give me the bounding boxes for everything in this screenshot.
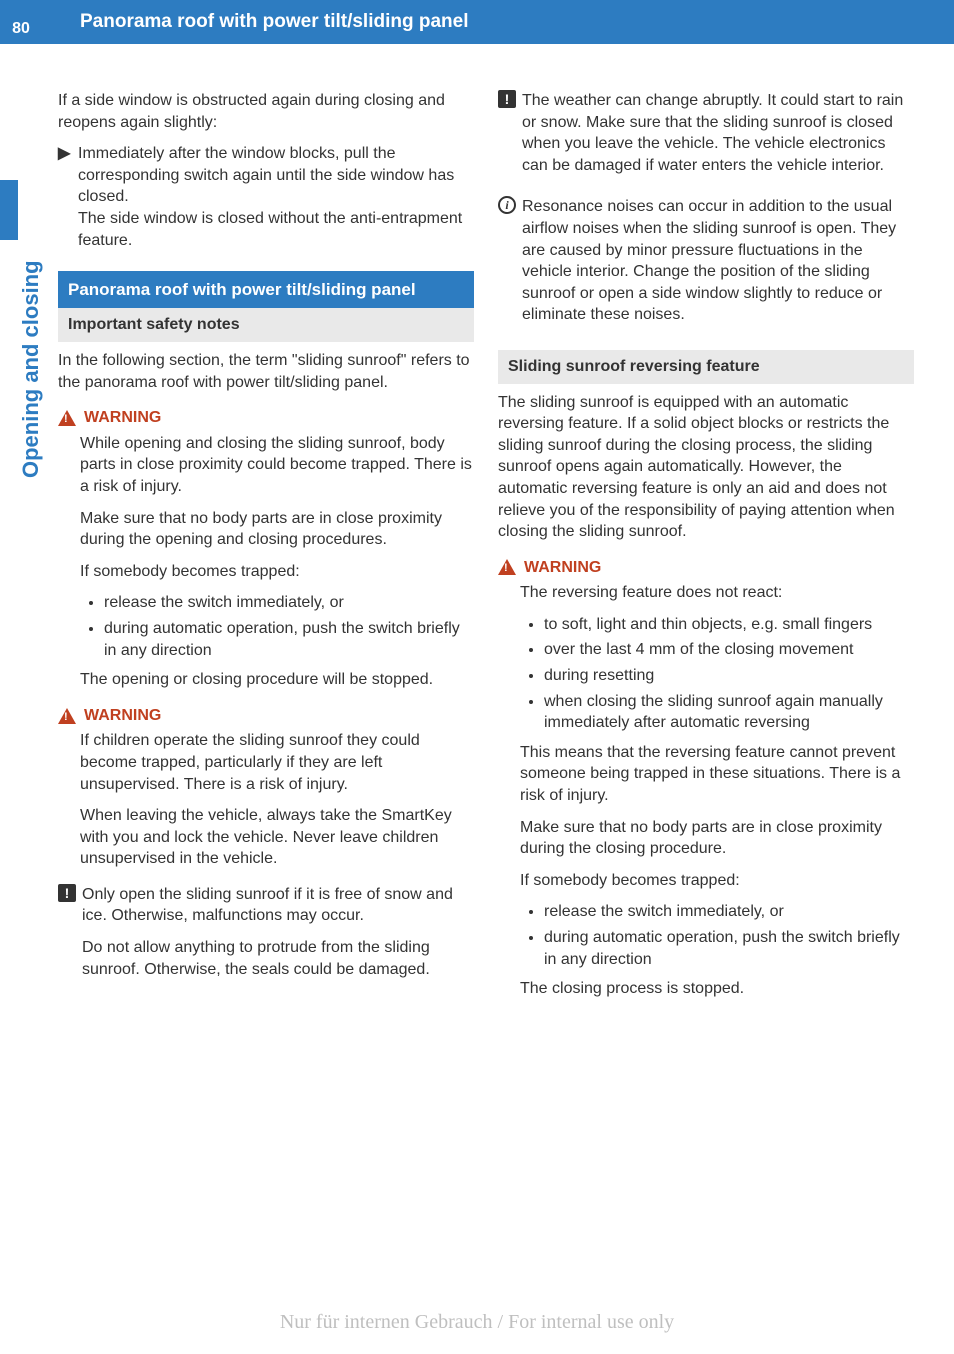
triangle-icon: ▶ <box>58 143 78 251</box>
note-text: Only open the sliding sunroof if it is f… <box>82 884 474 927</box>
info-text: Resonance noises can occur in addition t… <box>522 196 914 326</box>
note-text: Do not allow anything to protrude from t… <box>82 937 474 980</box>
list-item: during automatic operation, push the swi… <box>544 927 914 970</box>
exclamation-icon: ! <box>498 90 516 108</box>
sub-heading: Important safety notes <box>58 308 474 342</box>
warning-text: Make sure that no body parts are in clos… <box>80 508 474 551</box>
header-title: Panorama roof with power tilt/sliding pa… <box>0 0 954 44</box>
list-item: when closing the sliding sunroof again m… <box>544 691 914 734</box>
sub-heading: Sliding sunroof reversing feature <box>498 350 914 384</box>
section-heading: Panorama roof with power tilt/sliding pa… <box>58 271 474 308</box>
warning-icon <box>498 559 516 575</box>
bullet-text: Immediately after the window blocks, pul… <box>78 145 454 205</box>
page-number: 80 <box>0 14 42 44</box>
footer-watermark: Nur für internen Gebrauch / For internal… <box>0 1311 954 1334</box>
warning-label: WARNING <box>84 407 161 429</box>
warning-label: WARNING <box>524 557 601 579</box>
warning-text: If somebody becomes trapped: <box>520 870 914 892</box>
warning-text: The reversing feature does not react: <box>520 582 914 604</box>
warning-text: While opening and closing the sliding su… <box>80 433 474 498</box>
warning-text: If children operate the sliding sunroof … <box>80 730 474 795</box>
list-item: during automatic operation, push the swi… <box>104 618 474 661</box>
left-column: If a side window is obstructed again dur… <box>58 90 474 1010</box>
important-note: ! The weather can change abruptly. It co… <box>498 90 914 186</box>
warning-text: Make sure that no body parts are in clos… <box>520 817 914 860</box>
action-bullet: ▶ Immediately after the window blocks, p… <box>58 143 474 251</box>
right-column: ! The weather can change abruptly. It co… <box>498 90 914 1010</box>
exclamation-icon: ! <box>58 884 76 902</box>
intro-text: If a side window is obstructed again dur… <box>58 90 474 133</box>
warning-text: If somebody becomes trapped: <box>80 561 474 583</box>
warning-text: This means that the reversing feature ca… <box>520 742 914 807</box>
warning-icon <box>58 410 76 426</box>
warning-heading: WARNING <box>58 705 474 727</box>
info-note: i Resonance noises can occur in addition… <box>498 196 914 336</box>
list-item: to soft, light and thin objects, e.g. sm… <box>544 614 914 636</box>
warning-heading: WARNING <box>498 557 914 579</box>
section-vertical-label: Opening and closing <box>18 260 44 478</box>
warning-label: WARNING <box>84 705 161 727</box>
info-icon: i <box>498 196 516 214</box>
side-tab <box>0 180 18 240</box>
note-text: The weather can change abruptly. It coul… <box>522 90 914 176</box>
warning-text: When leaving the vehicle, always take th… <box>80 805 474 870</box>
warning-heading: WARNING <box>58 407 474 429</box>
warning-icon <box>58 708 76 724</box>
list-item: release the switch immediately, or <box>544 901 914 923</box>
list-item: release the switch immediately, or <box>104 592 474 614</box>
content-area: If a side window is obstructed again dur… <box>58 90 914 1010</box>
important-note: ! Only open the sliding sunroof if it is… <box>58 884 474 990</box>
list-item: over the last 4 mm of the closing moveme… <box>544 639 914 661</box>
warning-text: The closing process is stopped. <box>520 978 914 1000</box>
body-text: The sliding sunroof is equipped with an … <box>498 392 914 543</box>
warning-text: The opening or closing procedure will be… <box>80 669 474 691</box>
bullet-text-cont: The side window is closed without the an… <box>78 210 462 249</box>
sub-intro: In the following section, the term "slid… <box>58 350 474 393</box>
list-item: during resetting <box>544 665 914 687</box>
